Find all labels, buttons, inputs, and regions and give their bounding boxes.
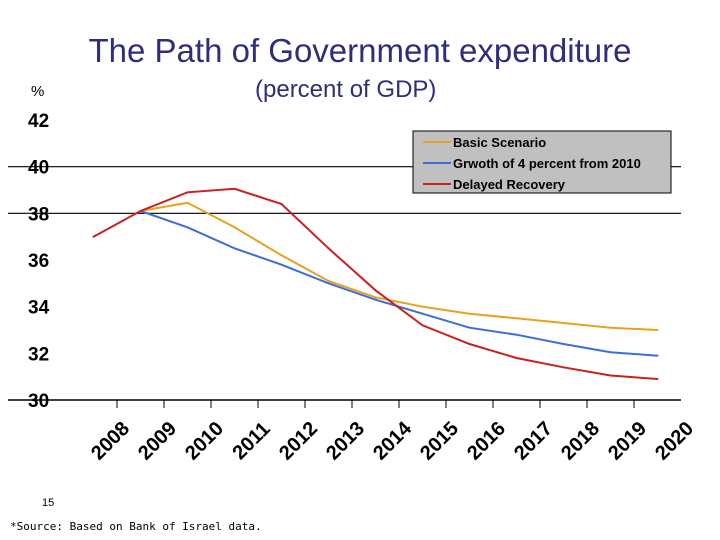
data-point <box>374 298 377 301</box>
y-tick-label: 42 <box>28 111 49 132</box>
series-line-2 <box>93 187 658 380</box>
data-point <box>280 203 283 205</box>
data-point <box>92 235 95 238</box>
data-point <box>515 333 518 336</box>
x-tick-label: 2018 <box>557 418 604 465</box>
series-line-0 <box>140 201 658 331</box>
page-number: 15 <box>42 497 55 509</box>
legend-box <box>412 130 672 194</box>
data-point <box>233 187 236 190</box>
x-tick-label: 2009 <box>134 418 181 465</box>
y-tick-label: 36 <box>28 251 49 272</box>
series-line-1 <box>140 210 658 357</box>
x-tick-label: 2013 <box>322 418 369 465</box>
data-point <box>186 226 189 229</box>
data-point <box>186 191 189 194</box>
data-point <box>139 210 142 212</box>
data-point <box>280 263 283 266</box>
data-point <box>421 312 424 315</box>
data-point <box>515 317 518 320</box>
y-tick-label: 40 <box>28 158 49 179</box>
x-tick-label: 2017 <box>510 418 557 465</box>
data-point <box>374 289 377 292</box>
x-tick-label: 2008 <box>87 418 134 465</box>
data-point <box>609 326 612 329</box>
data-point <box>609 374 612 377</box>
data-point <box>421 324 424 327</box>
data-point <box>656 354 659 357</box>
legend-label: Delayed Recovery <box>453 177 566 192</box>
x-tick-label: 2015 <box>416 418 463 465</box>
source-note: *Source: Based on Bank of Israel data. <box>10 520 262 533</box>
y-tick-label: 34 <box>28 298 50 319</box>
data-point <box>468 312 471 315</box>
data-point <box>327 280 330 282</box>
data-point <box>609 351 612 354</box>
x-tick-label: 2020 <box>651 418 698 465</box>
x-tick-label: 2014 <box>369 417 417 465</box>
y-tick-label: 32 <box>28 344 49 365</box>
x-tick-label: 2019 <box>604 418 651 465</box>
data-point <box>468 326 471 329</box>
data-point <box>233 226 236 229</box>
data-point <box>327 282 330 285</box>
x-tick-label: 2016 <box>463 418 510 465</box>
legend-label: Basic Scenario <box>453 135 546 150</box>
data-point <box>562 343 565 345</box>
data-point <box>233 247 236 250</box>
data-point <box>515 357 518 359</box>
data-point <box>280 254 283 257</box>
data-point <box>562 366 565 369</box>
data-point <box>656 378 659 380</box>
y-axis-unit: % <box>31 83 45 100</box>
x-tick-label: 2010 <box>181 418 228 465</box>
data-point <box>327 247 330 250</box>
data-point <box>374 296 377 299</box>
chart-subtitle: (percent of GDP) <box>255 76 437 103</box>
x-tick-label: 2011 <box>228 418 274 464</box>
data-point <box>562 322 565 324</box>
y-tick-label: 38 <box>28 204 49 225</box>
y-tick-label: 30 <box>28 391 49 412</box>
data-point <box>468 343 471 345</box>
legend-label: Grwoth of 4 percent from 2010 <box>453 156 641 171</box>
data-point <box>186 201 189 204</box>
chart-title: The Path of Government expenditure <box>88 32 632 69</box>
x-tick-label: 2012 <box>275 418 322 465</box>
data-point <box>656 329 659 331</box>
data-point <box>421 305 424 308</box>
